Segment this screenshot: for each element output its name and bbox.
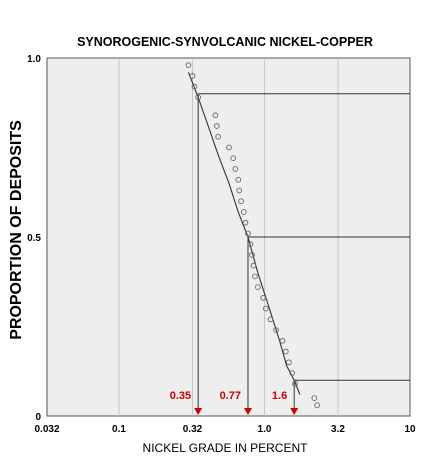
grade-arrow-marker (194, 408, 203, 415)
x-axis-label: NICKEL GRADE IN PERCENT (143, 441, 309, 455)
y-tick-label: 1.0 (27, 54, 41, 65)
data-point (260, 295, 267, 301)
data-point (213, 123, 220, 129)
data-point (191, 83, 198, 90)
data-point (282, 348, 289, 355)
grade-arrow-marker (243, 408, 252, 415)
grade-markers: 0.35 0.77 1.6 (170, 390, 299, 415)
y-tick-label: 0.5 (27, 233, 41, 244)
grade-arrow-marker (290, 408, 299, 415)
data-point (314, 402, 320, 409)
y-tick-label: 0 (35, 412, 41, 423)
x-tick-label: 3.2 (331, 424, 345, 435)
curve-line (187, 72, 301, 395)
grade-value-label: 1.6 (272, 390, 287, 402)
grade-value-label: 0.35 (170, 390, 191, 402)
data-point (189, 73, 196, 79)
data-point (252, 273, 258, 280)
median-guides (197, 93, 410, 408)
data-point (279, 337, 286, 344)
x-tick-label: 10 (404, 424, 416, 435)
data-point (238, 198, 244, 205)
data-point (226, 144, 232, 151)
data-point (245, 230, 251, 237)
data-point (254, 284, 261, 290)
data-points (185, 62, 320, 409)
data-point (185, 62, 192, 69)
data-point (230, 155, 237, 162)
x-tick-label: 1.0 (258, 424, 272, 435)
data-point (262, 305, 269, 312)
tick-labels: 0.032 0.1 0.32 1.0 3.2 10 0 0.5 1.0 (27, 54, 416, 435)
y-axis-label: PROPORTION OF DEPOSITS (8, 120, 25, 340)
data-point (273, 327, 279, 333)
data-point (247, 241, 254, 248)
x-tick-label: 0.1 (112, 424, 126, 435)
data-point (240, 209, 247, 215)
data-point (232, 166, 239, 172)
data-point (289, 370, 296, 376)
data-point (235, 176, 242, 183)
data-point (292, 380, 298, 387)
data-point (250, 262, 257, 269)
x-tick-label: 0.32 (183, 424, 203, 435)
data-point (249, 252, 255, 258)
data-point (236, 187, 243, 194)
data-point (215, 133, 221, 140)
data-point (195, 94, 202, 101)
fitted-curve (187, 72, 301, 395)
data-point (311, 395, 318, 401)
chart-title: SYNOROGENIC-SYNVOLCANIC NICKEL-COPPER (77, 35, 373, 49)
data-point (285, 359, 292, 366)
data-point (267, 316, 274, 323)
data-point (242, 219, 249, 226)
grade-value-label: 0.77 (220, 390, 241, 402)
x-tick-label: 0.032 (34, 424, 59, 435)
data-point (212, 112, 219, 119)
